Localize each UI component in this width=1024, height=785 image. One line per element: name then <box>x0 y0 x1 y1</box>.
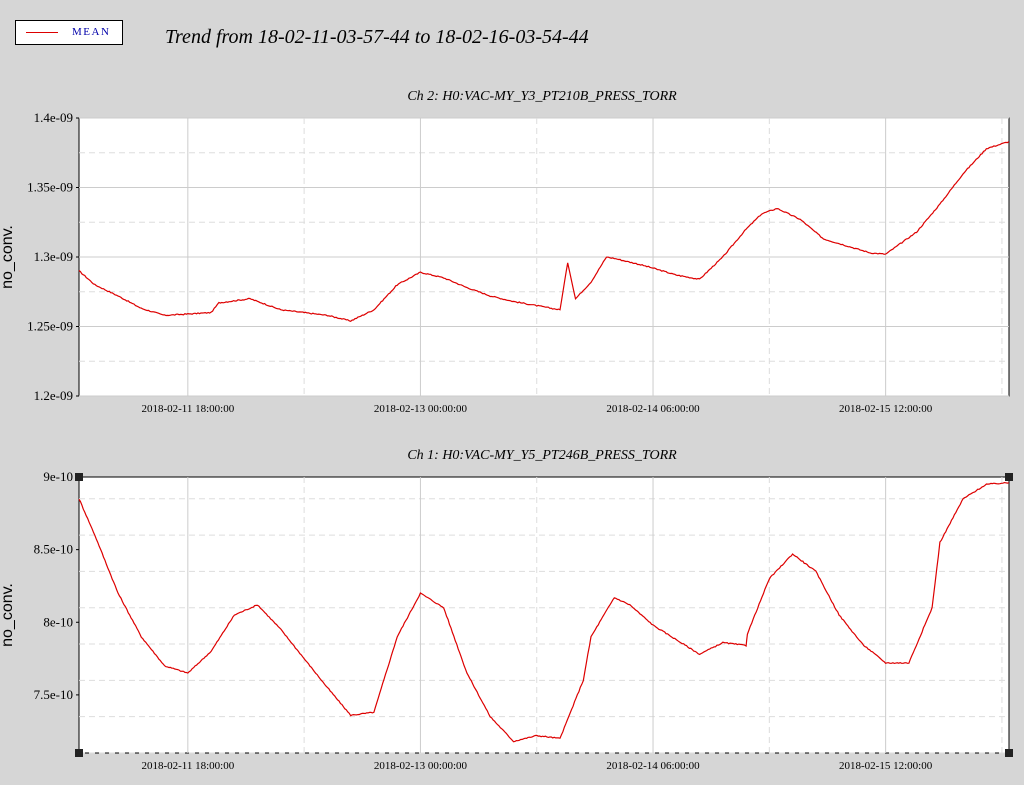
y-tick-label: 1.25e-09 <box>27 319 73 334</box>
chart-title: Ch 2: H0:VAC-MY_Y3_PT210B_PRESS_TORR <box>407 89 677 104</box>
series-line-mean <box>78 141 1010 322</box>
x-tick-label: 2018-02-15 12:00:00 <box>839 403 933 415</box>
chart-title: Ch 1: H0:VAC-MY_Y5_PT246B_PRESS_TORR <box>407 448 677 463</box>
x-tick-label: 2018-02-13 00:00:00 <box>374 760 468 772</box>
legend: MEAN <box>15 20 123 45</box>
trend-title: Trend from 18-02-11-03-57-44 to 18-02-16… <box>165 26 589 48</box>
x-tick-label: 2018-02-11 18:00:00 <box>141 760 234 772</box>
legend-line-swatch <box>26 32 58 33</box>
x-tick-label: 2018-02-14 06:00:00 <box>606 760 700 772</box>
y-tick-label: 7.5e-10 <box>34 687 73 702</box>
y-tick-label: 9e-10 <box>43 469 73 484</box>
y-tick-label: 1.2e-09 <box>34 388 73 403</box>
x-tick-label: 2018-02-13 00:00:00 <box>374 403 468 415</box>
y-tick-label: 1.4e-09 <box>34 110 73 125</box>
y-tick-label: 8.5e-10 <box>34 542 73 557</box>
y-tick-label: 1.35e-09 <box>27 180 73 195</box>
resize-handle[interactable] <box>75 473 83 481</box>
series-line-mean <box>78 481 1010 743</box>
y-axis-label: no_conv. <box>0 583 16 647</box>
resize-handle[interactable] <box>1005 473 1013 481</box>
x-tick-label: 2018-02-14 06:00:00 <box>606 403 700 415</box>
x-tick-label: 2018-02-11 18:00:00 <box>141 403 234 415</box>
x-tick-label: 2018-02-15 12:00:00 <box>839 760 933 772</box>
y-tick-label: 8e-10 <box>43 614 73 629</box>
resize-handle[interactable] <box>75 749 83 757</box>
chart-panel-2: Ch 1: H0:VAC-MY_Y5_PT246B_PRESS_TORR no_c… <box>0 448 1013 772</box>
legend-label: MEAN <box>72 26 111 38</box>
y-axis-label: no_conv. <box>0 225 16 289</box>
chart-panel-1: Ch 2: H0:VAC-MY_Y3_PT210B_PRESS_TORR no_c… <box>0 89 1010 415</box>
plot-area <box>78 476 1010 754</box>
y-tick-label: 1.3e-09 <box>34 249 73 264</box>
resize-handle[interactable] <box>1005 749 1013 757</box>
